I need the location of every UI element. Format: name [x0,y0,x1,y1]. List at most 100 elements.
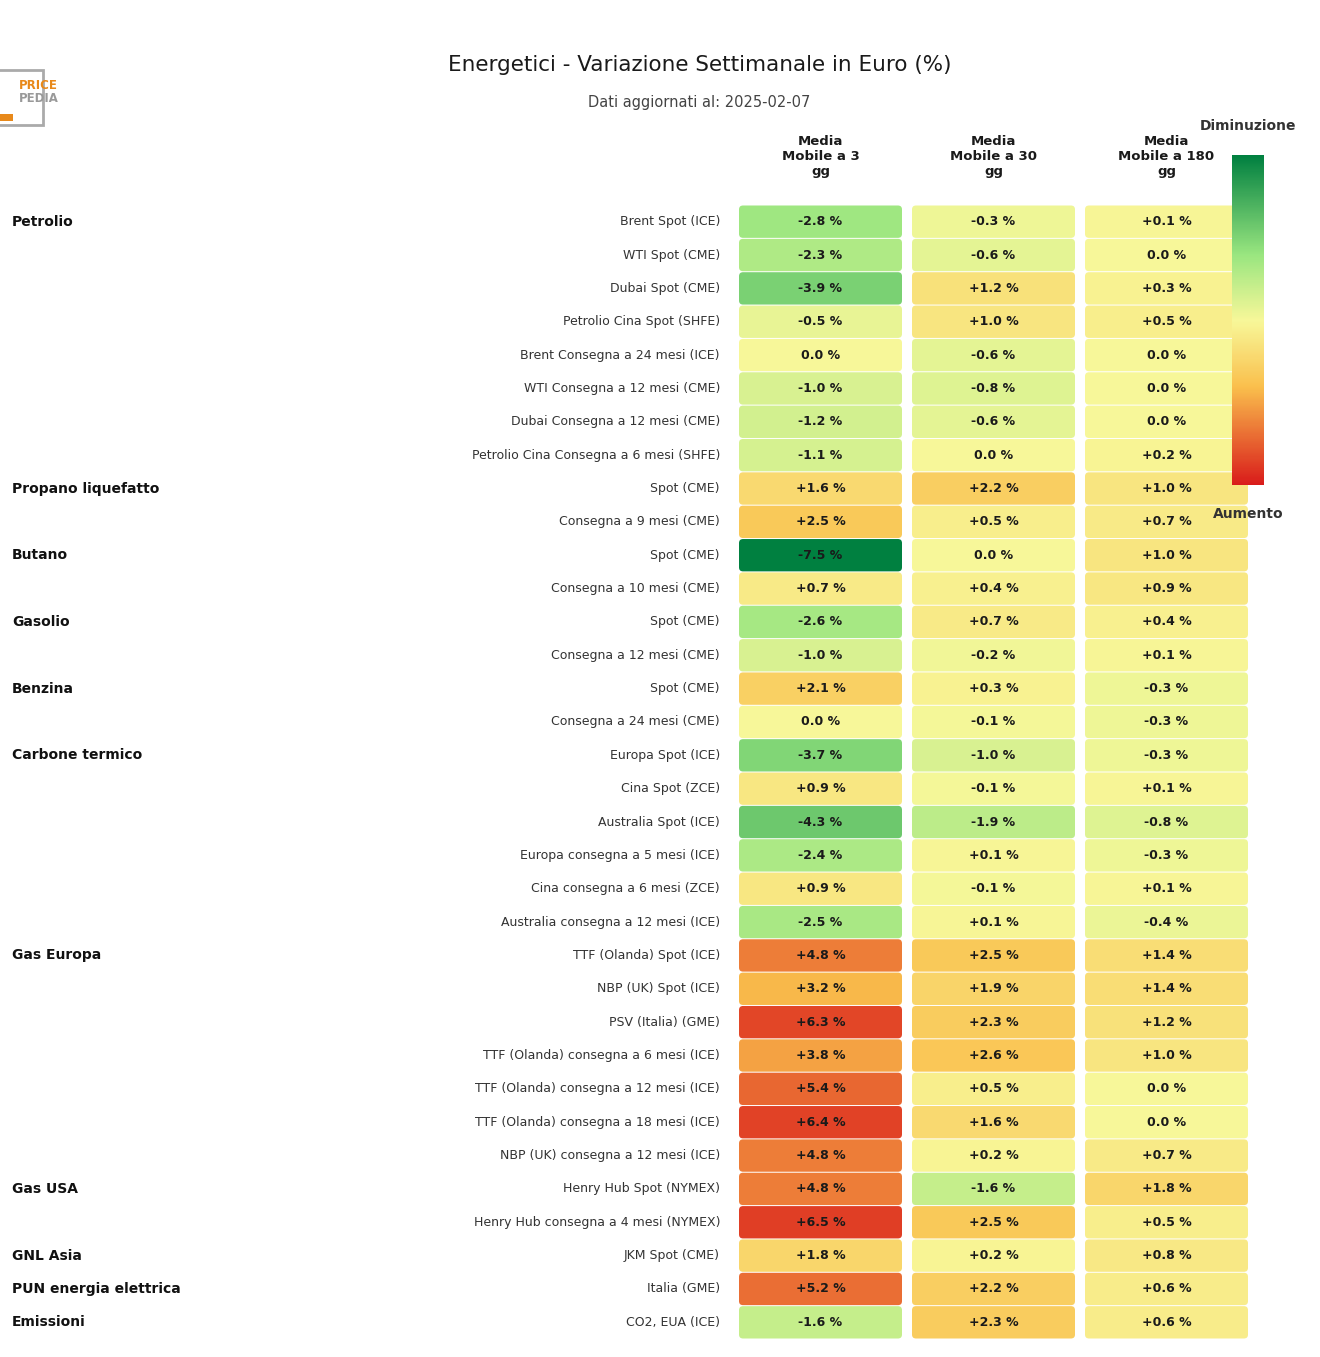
Text: -2.4 %: -2.4 % [799,849,842,862]
Text: Consegna a 24 mesi (CME): Consegna a 24 mesi (CME) [552,715,719,729]
FancyBboxPatch shape [1085,673,1247,704]
FancyBboxPatch shape [1085,506,1247,537]
Text: TTF (Olanda) Spot (ICE): TTF (Olanda) Spot (ICE) [573,949,719,962]
Text: TTF (Olanda) consegna a 12 mesi (ICE): TTF (Olanda) consegna a 12 mesi (ICE) [475,1083,719,1095]
Text: +0.2 %: +0.2 % [1142,449,1192,461]
Text: Dati aggiornati al: 2025-02-07: Dati aggiornati al: 2025-02-07 [589,95,810,110]
Text: +0.1 %: +0.1 % [1142,882,1192,896]
FancyBboxPatch shape [739,939,902,972]
FancyBboxPatch shape [739,706,902,738]
FancyBboxPatch shape [1085,740,1247,772]
Text: +0.9 %: +0.9 % [1142,582,1192,596]
Text: +2.3 %: +2.3 % [969,1015,1018,1029]
FancyBboxPatch shape [739,273,902,304]
FancyBboxPatch shape [912,539,1074,571]
Text: Propano liquefatto: Propano liquefatto [12,482,160,495]
Text: -0.6 %: -0.6 % [972,248,1015,262]
FancyBboxPatch shape [1085,472,1247,505]
FancyBboxPatch shape [1085,372,1247,404]
Text: +1.9 %: +1.9 % [969,982,1018,995]
FancyBboxPatch shape [912,339,1074,372]
Text: +1.8 %: +1.8 % [1142,1182,1192,1196]
Text: +0.1 %: +0.1 % [1142,216,1192,228]
FancyBboxPatch shape [1085,639,1247,672]
Text: +4.8 %: +4.8 % [796,1182,845,1196]
Text: +0.7 %: +0.7 % [796,582,845,596]
FancyBboxPatch shape [739,806,902,839]
Text: -0.3 %: -0.3 % [1144,715,1188,729]
Text: +1.0 %: +1.0 % [1142,1049,1192,1063]
FancyBboxPatch shape [739,1172,902,1205]
Text: JKM Spot (CME): JKM Spot (CME) [624,1248,719,1262]
Text: Brent Consegna a 24 mesi (ICE): Brent Consegna a 24 mesi (ICE) [520,349,719,361]
Text: +2.1 %: +2.1 % [796,683,845,695]
Bar [0,114,13,121]
Text: +2.5 %: +2.5 % [969,1216,1018,1229]
Text: Italia (GME): Italia (GME) [647,1282,719,1296]
FancyBboxPatch shape [1085,1172,1247,1205]
Text: -0.8 %: -0.8 % [972,381,1015,395]
FancyBboxPatch shape [912,873,1074,905]
Text: WTI Consegna a 12 mesi (CME): WTI Consegna a 12 mesi (CME) [524,381,719,395]
FancyBboxPatch shape [739,573,902,605]
FancyBboxPatch shape [912,273,1074,304]
FancyBboxPatch shape [912,1307,1074,1338]
Text: TTF (Olanda) consegna a 18 mesi (ICE): TTF (Olanda) consegna a 18 mesi (ICE) [475,1115,719,1129]
FancyBboxPatch shape [1085,239,1247,271]
FancyBboxPatch shape [739,1307,902,1338]
Text: 0.0 %: 0.0 % [1147,1083,1187,1095]
Text: Cina consegna a 6 mesi (ZCE): Cina consegna a 6 mesi (ZCE) [532,882,719,896]
FancyBboxPatch shape [912,1140,1074,1171]
Text: NBP (UK) consegna a 12 mesi (ICE): NBP (UK) consegna a 12 mesi (ICE) [500,1149,719,1162]
FancyBboxPatch shape [912,639,1074,672]
Text: +5.4 %: +5.4 % [796,1083,845,1095]
Text: +1.6 %: +1.6 % [969,1115,1018,1129]
FancyBboxPatch shape [1085,839,1247,871]
Text: 0.0 %: 0.0 % [1147,1115,1187,1129]
FancyBboxPatch shape [912,573,1074,605]
Text: -0.5 %: -0.5 % [799,315,842,328]
Text: Europa Spot (ICE): Europa Spot (ICE) [610,749,719,761]
Text: -1.0 %: -1.0 % [799,381,842,395]
Text: +2.3 %: +2.3 % [969,1316,1018,1329]
Text: +1.2 %: +1.2 % [1142,1015,1192,1029]
Text: Dubai Spot (CME): Dubai Spot (CME) [610,282,719,294]
FancyBboxPatch shape [1085,1239,1247,1272]
Text: 0.0 %: 0.0 % [974,449,1012,461]
Text: +0.3 %: +0.3 % [1142,282,1192,294]
FancyBboxPatch shape [1085,906,1247,938]
Text: Media
Mobile a 30
gg: Media Mobile a 30 gg [950,134,1038,178]
FancyBboxPatch shape [1085,973,1247,1006]
Text: -2.5 %: -2.5 % [799,916,842,928]
Text: Consegna a 12 mesi (CME): Consegna a 12 mesi (CME) [552,649,719,662]
Text: PUN energia elettrica: PUN energia elettrica [12,1282,181,1296]
Text: PSV (Italia) (GME): PSV (Italia) (GME) [609,1015,719,1029]
Text: +2.6 %: +2.6 % [969,1049,1018,1063]
Text: +2.2 %: +2.2 % [969,482,1018,495]
Text: Aumento: Aumento [1213,508,1283,521]
Text: +6.5 %: +6.5 % [796,1216,845,1229]
FancyBboxPatch shape [739,1239,902,1272]
Text: -1.6 %: -1.6 % [972,1182,1015,1196]
Text: -0.1 %: -0.1 % [972,782,1015,795]
FancyBboxPatch shape [1085,406,1247,438]
Text: Petrolio Cina Consegna a 6 mesi (SHFE): Petrolio Cina Consegna a 6 mesi (SHFE) [471,449,719,461]
FancyBboxPatch shape [739,372,902,404]
Text: -0.6 %: -0.6 % [972,415,1015,429]
Text: GNL Asia: GNL Asia [12,1248,82,1262]
Text: +0.7 %: +0.7 % [1142,516,1192,528]
Text: -1.0 %: -1.0 % [972,749,1015,761]
FancyBboxPatch shape [1085,1206,1247,1239]
FancyBboxPatch shape [912,1273,1074,1305]
Text: Spot (CME): Spot (CME) [651,548,719,562]
FancyBboxPatch shape [912,205,1074,237]
Text: 0.0 %: 0.0 % [1147,248,1187,262]
FancyBboxPatch shape [912,438,1074,471]
Text: -0.1 %: -0.1 % [972,715,1015,729]
Text: Media
Mobile a 180
gg: Media Mobile a 180 gg [1118,134,1214,178]
Text: 0.0 %: 0.0 % [1147,381,1187,395]
Text: PEDIA: PEDIA [18,92,58,104]
Text: +0.8 %: +0.8 % [1142,1248,1192,1262]
Text: Petrolio Cina Spot (SHFE): Petrolio Cina Spot (SHFE) [562,315,719,328]
Text: -1.0 %: -1.0 % [799,649,842,662]
